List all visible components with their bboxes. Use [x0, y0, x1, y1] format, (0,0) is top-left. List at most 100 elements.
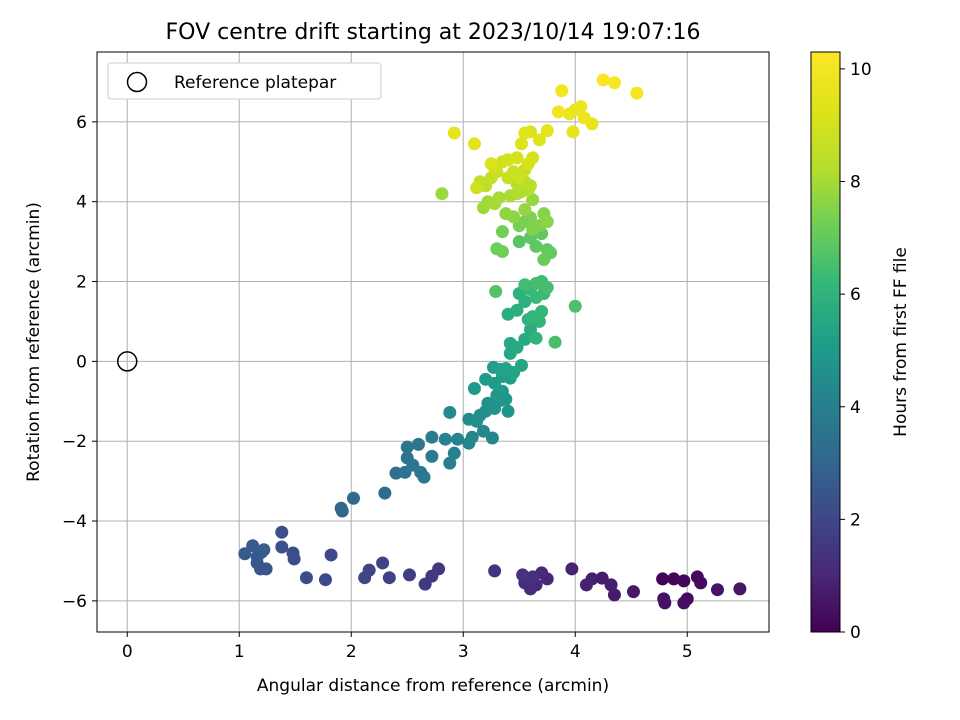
reference-platepar-marker — [116, 351, 138, 372]
legend-label: Reference platepar — [174, 73, 336, 93]
data-points — [238, 73, 747, 610]
data-point — [518, 332, 532, 346]
data-point — [710, 583, 724, 597]
data-point — [694, 576, 708, 590]
data-point — [443, 456, 457, 470]
data-point — [257, 543, 271, 557]
data-point — [510, 303, 524, 317]
data-point — [540, 124, 554, 138]
data-point — [529, 331, 543, 345]
data-point — [334, 501, 348, 515]
data-point — [518, 126, 532, 140]
grid-lines — [97, 52, 769, 632]
data-point — [596, 73, 610, 87]
data-point — [565, 562, 579, 576]
data-point — [238, 547, 252, 561]
data-point — [489, 285, 503, 299]
y-tick-label: 0 — [76, 352, 87, 372]
data-point — [467, 137, 481, 151]
data-point — [501, 404, 515, 418]
data-point — [411, 437, 425, 451]
data-point — [299, 571, 313, 585]
data-point — [630, 86, 644, 100]
data-point — [555, 84, 569, 98]
colorbar-tick-label: 10 — [850, 60, 872, 80]
data-point — [402, 568, 416, 582]
x-tick-label: 1 — [234, 642, 245, 662]
data-point — [574, 100, 588, 114]
data-point — [495, 384, 509, 398]
data-point — [275, 540, 289, 554]
data-point — [540, 215, 554, 229]
data-point — [526, 193, 540, 207]
data-point — [492, 191, 506, 205]
data-point — [512, 235, 526, 249]
data-point — [514, 137, 528, 151]
data-point — [540, 281, 554, 295]
y-tick-label: −4 — [62, 512, 87, 532]
data-point — [532, 314, 546, 328]
data-point — [467, 382, 481, 396]
data-point — [656, 572, 670, 586]
data-point — [378, 486, 392, 500]
data-point — [499, 207, 513, 221]
x-tick-label: 3 — [458, 642, 469, 662]
colorbar-tick-label: 6 — [850, 285, 861, 305]
data-point — [470, 181, 484, 195]
data-point — [346, 491, 360, 505]
data-point — [667, 572, 681, 586]
colorbar-tick-label: 2 — [850, 510, 861, 530]
data-point — [551, 105, 565, 119]
data-point — [607, 588, 621, 602]
data-point — [577, 111, 591, 125]
x-axis-ticks: 0 1 2 3 4 5 — [122, 632, 693, 662]
data-point — [626, 585, 640, 599]
data-point — [425, 430, 439, 444]
data-point — [435, 187, 449, 201]
data-point — [485, 431, 499, 445]
colorbar — [810, 51, 841, 633]
data-point — [324, 548, 338, 562]
data-point — [484, 157, 498, 171]
data-point — [376, 556, 390, 570]
colorbar-tick-label: 0 — [850, 623, 861, 643]
data-point — [418, 577, 432, 591]
data-point — [275, 525, 289, 539]
data-point — [451, 432, 465, 446]
x-tick-label: 5 — [682, 642, 693, 662]
data-point — [318, 573, 332, 587]
data-point — [382, 571, 396, 585]
x-tick-label: 2 — [346, 642, 357, 662]
y-tick-label: −2 — [62, 432, 87, 452]
data-point — [286, 546, 300, 560]
x-tick-label: 0 — [122, 642, 133, 662]
data-point — [548, 335, 562, 349]
data-point — [518, 278, 532, 292]
data-point — [526, 151, 540, 165]
data-point — [518, 203, 532, 217]
data-point — [595, 571, 609, 585]
plot-frame — [96, 51, 770, 633]
colorbar-tick-label: 8 — [850, 173, 861, 193]
y-tick-label: 4 — [76, 193, 87, 213]
data-point — [658, 596, 672, 610]
y-tick-label: −6 — [62, 592, 87, 612]
data-point — [532, 133, 546, 147]
data-point — [512, 171, 526, 185]
data-point — [417, 470, 431, 484]
x-tick-label: 4 — [570, 642, 581, 662]
data-point — [495, 245, 509, 259]
data-point — [604, 578, 618, 592]
data-point — [358, 571, 372, 585]
data-point — [400, 440, 414, 454]
y-tick-label: 6 — [76, 113, 87, 133]
data-point — [537, 253, 551, 267]
data-point — [488, 564, 502, 578]
data-point — [514, 358, 528, 372]
data-point — [425, 449, 439, 463]
legend: Reference platepar — [107, 62, 382, 100]
colorbar-ticks: 0 2 4 6 8 10 — [840, 60, 872, 643]
data-point — [516, 568, 530, 582]
data-point — [476, 424, 490, 438]
